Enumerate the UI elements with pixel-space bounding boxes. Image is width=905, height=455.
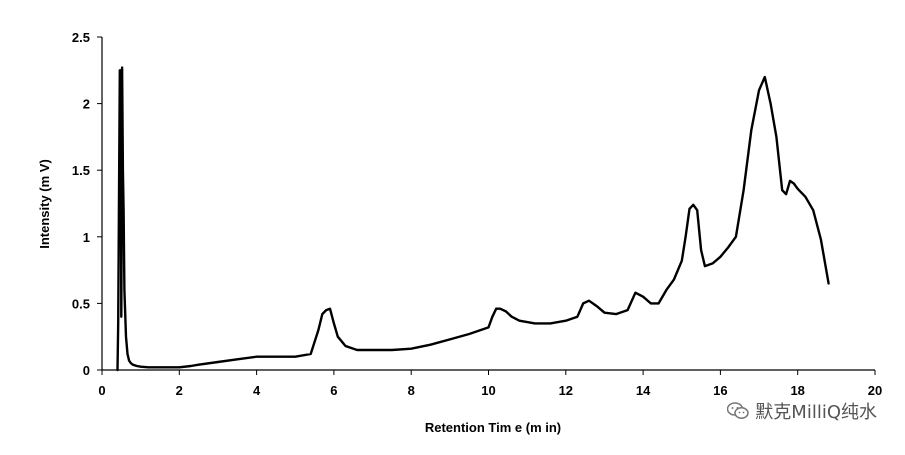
y-axis-ticks: 0 0.5 1 1.5 2 2.5: [72, 30, 102, 378]
watermark-text: 默克MilliQ纯水: [755, 402, 877, 423]
y-tick-label: 0.5: [72, 296, 90, 311]
series-line: [116, 66, 830, 372]
x-tick-label: 18: [790, 383, 804, 398]
x-tick-label: 0: [98, 383, 105, 398]
y-tick-label: 0: [83, 363, 90, 378]
x-tick-label: 10: [481, 383, 495, 398]
x-tick-label: 6: [330, 383, 337, 398]
x-axis-ticks: 0 2 4 6 8 10 12 14 16 18 20: [98, 370, 882, 398]
chart-axes: [101, 37, 875, 371]
x-tick-label: 8: [408, 383, 415, 398]
watermark: 默克MilliQ纯水: [727, 398, 877, 424]
y-tick-label: 2.5: [72, 30, 90, 45]
x-tick-label: 16: [713, 383, 727, 398]
x-tick-label: 2: [176, 383, 183, 398]
y-axis-title: Intensity (m V): [37, 159, 52, 249]
x-tick-label: 14: [636, 383, 651, 398]
y-tick-label: 1.5: [72, 163, 90, 178]
series-group: [116, 66, 830, 372]
wechat-icon: [727, 402, 750, 420]
y-tick-label: 2: [83, 97, 90, 112]
x-tick-label: 20: [868, 383, 882, 398]
x-axis-title: Retention Tim e (m in): [425, 420, 561, 435]
x-tick-label: 4: [253, 383, 261, 398]
y-tick-label: 1: [83, 230, 90, 245]
x-tick-label: 12: [559, 383, 573, 398]
